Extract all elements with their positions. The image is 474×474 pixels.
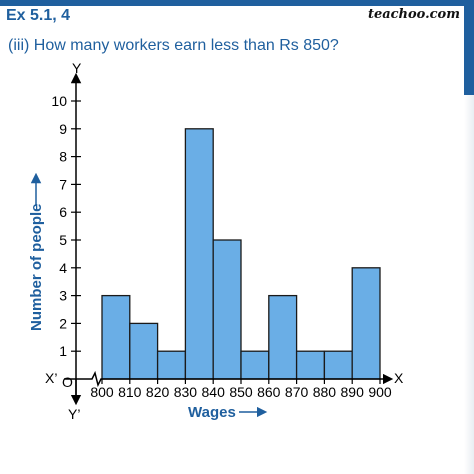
bars-layer bbox=[101, 128, 381, 380]
y-tick-label-10: 10 bbox=[51, 93, 67, 109]
x-tick-label-890: 890 bbox=[341, 384, 365, 400]
histogram-bar-850 bbox=[240, 350, 270, 380]
y-tick-label-7: 7 bbox=[59, 176, 67, 192]
x-tick-label-870: 870 bbox=[285, 384, 309, 400]
histogram-bar-820 bbox=[156, 350, 187, 380]
histogram-bar-800 bbox=[101, 294, 131, 380]
exercise-label: Ex 5.1, 4 bbox=[6, 7, 71, 24]
x-tick-label-840: 840 bbox=[202, 384, 226, 400]
histogram-bar-810 bbox=[129, 322, 159, 380]
histogram-bar-890 bbox=[351, 267, 381, 380]
y-tick-label-8: 8 bbox=[59, 149, 67, 165]
x-tick-label-860: 860 bbox=[257, 384, 281, 400]
histogram-bar-860 bbox=[268, 294, 298, 380]
y-axis-letter: Y bbox=[72, 60, 82, 76]
x-tick-label-830: 830 bbox=[174, 384, 198, 400]
brand-logo: teachoo.com bbox=[367, 7, 460, 22]
x-tick-label-820: 820 bbox=[146, 384, 170, 400]
y-tick-label-6: 6 bbox=[59, 204, 67, 220]
origin-letter: O bbox=[62, 374, 73, 390]
x-tick-label-850: 850 bbox=[229, 384, 253, 400]
y-tick-label-2: 2 bbox=[59, 315, 67, 331]
right-band-strip bbox=[464, 0, 474, 95]
y-tick-label-1: 1 bbox=[59, 343, 67, 359]
histogram-bar-830 bbox=[184, 128, 214, 380]
histogram-bar-870 bbox=[295, 350, 326, 380]
x-tick-label-800: 800 bbox=[90, 384, 114, 400]
histogram-bar-880 bbox=[323, 350, 353, 380]
y-axis-title: Number of people bbox=[28, 203, 45, 331]
y-tick-label-5: 5 bbox=[59, 232, 67, 248]
y-neg-axis-letter: Y’ bbox=[68, 406, 80, 422]
y-tick-label-3: 3 bbox=[59, 288, 67, 304]
question-text: (iii) How many workers earn less than Rs… bbox=[8, 37, 339, 54]
y-tick-label-9: 9 bbox=[59, 121, 67, 137]
x-neg-axis-letter: X’ bbox=[45, 370, 57, 386]
right-band bbox=[464, 0, 474, 474]
x-axis-title: Wages bbox=[188, 404, 236, 421]
y-tick-label-4: 4 bbox=[59, 260, 67, 276]
x-tick-label-880: 880 bbox=[313, 384, 337, 400]
x-tick-label-900: 900 bbox=[368, 384, 392, 400]
x-axis-line bbox=[64, 370, 394, 388]
x-tick-label-810: 810 bbox=[118, 384, 142, 400]
axes-layer bbox=[30, 72, 394, 418]
labels-layer: 1 2 3 4 5 6 7 8 9 10 800 810 820 830 840 850 860 870 880 89… bbox=[28, 60, 404, 422]
top-band bbox=[0, 0, 474, 6]
histogram-bar-840 bbox=[212, 239, 242, 380]
x-axis-letter: X bbox=[394, 370, 404, 386]
